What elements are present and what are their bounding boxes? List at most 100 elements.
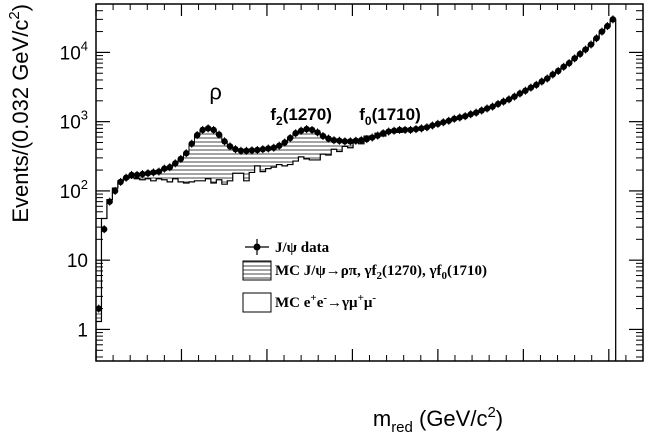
data-point (560, 63, 567, 70)
data-point (407, 126, 414, 134)
data-point (445, 117, 453, 124)
data-point (248, 147, 256, 154)
data-point (363, 135, 370, 143)
data-point (347, 138, 354, 145)
data-point (161, 165, 168, 172)
data-point (582, 46, 589, 53)
data-point (297, 127, 305, 134)
data-point (308, 126, 316, 134)
data-point (609, 16, 617, 23)
legend: J/ψ data MC J/ψ→ρπ, γf2(1270), γf0(1710) M… (242, 239, 487, 313)
data-point (265, 145, 272, 152)
data-point (325, 135, 332, 142)
data-point (155, 168, 163, 175)
data-point (177, 155, 184, 163)
data-point (172, 160, 179, 167)
peak-labels-layer: ρ f2(1270) f0(1710) (209, 79, 420, 128)
data-point (390, 127, 398, 134)
data-points-layer (96, 15, 617, 313)
legend-label-data: J/ψ data (275, 240, 330, 256)
data-point (314, 129, 321, 136)
data-point (434, 120, 442, 128)
data-point (555, 67, 562, 75)
data-point (226, 143, 234, 150)
data-point (412, 125, 420, 133)
data-point (511, 93, 518, 100)
y-axis-title: Events/(0.032 GeV/c2) (6, 4, 33, 223)
data-point (243, 147, 250, 154)
data-point (144, 170, 152, 177)
data-point (254, 146, 261, 154)
data-point (150, 169, 157, 176)
data-point (565, 59, 573, 67)
y-tick-label: 102 (60, 177, 88, 203)
x-axis-title: mred (GeV/c2) (373, 404, 503, 436)
data-point (286, 134, 294, 142)
data-point (401, 126, 409, 134)
peak-label: f0(1710) (359, 105, 421, 128)
data-point (183, 150, 190, 157)
data-point (379, 130, 387, 137)
data-point (549, 71, 556, 78)
data-point (544, 75, 551, 82)
data-point (139, 170, 146, 178)
data-point (204, 125, 212, 132)
data-point (396, 126, 403, 134)
data-point (336, 137, 343, 144)
data-point (166, 164, 174, 171)
data-point (330, 136, 338, 144)
legend-marker-hatched (242, 260, 272, 281)
data-point (259, 146, 267, 153)
data-point (587, 41, 595, 48)
data-point (467, 111, 474, 118)
data-point (483, 105, 491, 112)
data-point (533, 81, 540, 89)
data-point (319, 132, 327, 140)
data-point (210, 126, 217, 134)
data-point (188, 140, 195, 147)
data-point (122, 174, 130, 181)
data-point (576, 50, 584, 58)
peak-label: ρ (209, 79, 222, 104)
open-histogram-fill (96, 19, 616, 361)
data-point (385, 128, 392, 135)
data-point (352, 137, 360, 144)
legend-label-mc-mumu: MC e+e-→γμ+μ- (275, 292, 376, 311)
data-point (522, 87, 529, 94)
legend-marker-open (242, 292, 272, 313)
data-point (199, 126, 206, 134)
data-point (571, 55, 578, 62)
y-tick-label: 104 (60, 38, 88, 64)
peak-label: f2(1270) (270, 105, 332, 128)
data-point (598, 28, 606, 35)
data-point (604, 22, 611, 30)
data-point (516, 90, 524, 97)
data-point (133, 171, 141, 179)
data-point (593, 35, 600, 42)
y-tick-label: 10 (67, 251, 88, 272)
data-point (237, 147, 245, 154)
axes-layer: 1 10 102 103 104 mred (GeV/c2) Events/(0.032 G… (6, 3, 643, 436)
legend-marker-point (253, 243, 261, 251)
data-point (429, 122, 436, 129)
data-point (292, 130, 299, 137)
data-point (418, 125, 425, 132)
y-tick-label: 103 (60, 108, 88, 134)
data-point (538, 78, 546, 85)
data-point (472, 109, 480, 116)
y-tick-label: 1 (77, 320, 88, 341)
data-point (193, 131, 201, 139)
data-point (215, 131, 223, 138)
data-point (270, 144, 277, 151)
data-point (451, 115, 458, 122)
data-point (281, 139, 288, 146)
data-point (500, 98, 507, 105)
data-point (117, 178, 124, 186)
data-point (462, 112, 469, 120)
data-point (489, 103, 496, 110)
data-point (456, 114, 463, 121)
data-point (341, 138, 349, 145)
data-point (478, 107, 485, 114)
data-point (111, 187, 119, 195)
